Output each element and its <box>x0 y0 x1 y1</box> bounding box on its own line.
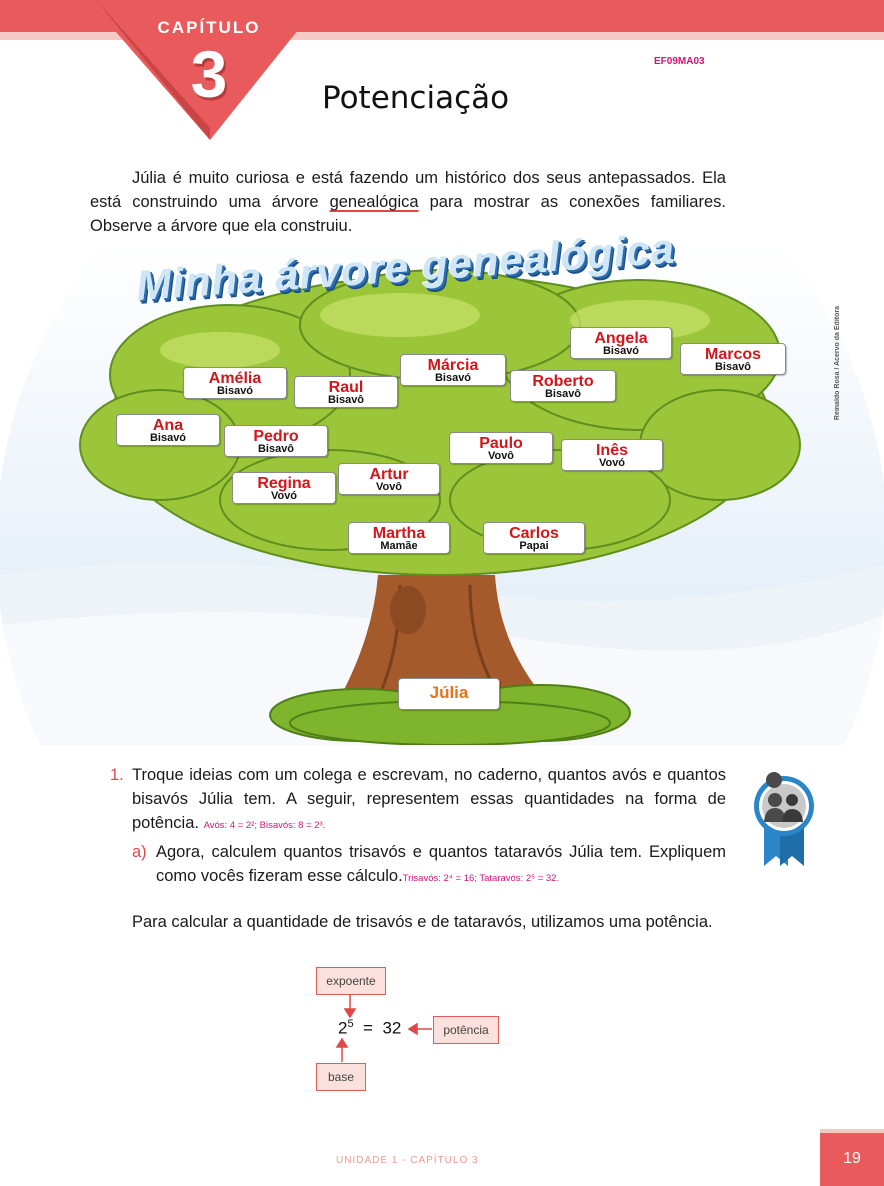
power-label: potência <box>433 1016 499 1044</box>
explanation-paragraph: Para calcular a quantidade de trisavós e… <box>132 913 713 931</box>
power-expression: 25 = 32 <box>338 1018 401 1039</box>
power-base: 2 <box>338 1018 348 1038</box>
subquestion-text: Agora, calculem quantos trisavós e quant… <box>156 843 726 885</box>
question-number: 1. <box>110 766 124 784</box>
intro-text-after: para mostrar as conexões familiares. Obs… <box>90 193 726 235</box>
member-card: Roberto Bisavô <box>510 370 616 402</box>
member-card: Pedro Bisavô <box>224 425 328 457</box>
power-result: 32 <box>382 1018 402 1038</box>
member-card: Inês Vovó <box>561 439 663 471</box>
member-card: Carlos Papai <box>483 522 585 554</box>
subquestion-letter: a) <box>132 843 147 861</box>
header-stripe <box>0 32 884 40</box>
subquestion-answer-note: Trisavós: 2⁴ = 16; Tataravós: 2⁵ = 32. <box>402 873 560 884</box>
member-card: Raul Bisavô <box>294 376 398 408</box>
equals-sign: = <box>363 1018 373 1038</box>
member-card: Paulo Vovô <box>449 432 553 464</box>
chapter-number: 3 <box>190 37 228 111</box>
page-title: Potenciação <box>322 80 510 116</box>
member-card: Regina Vovó <box>232 472 336 504</box>
child-card: Júlia <box>398 678 500 710</box>
group-activity-icon <box>754 772 814 866</box>
intro-paragraph: Júlia é muito curiosa e está fazendo um … <box>90 166 726 238</box>
family-tree-illustration <box>0 245 884 745</box>
page-box-stripe <box>820 1129 884 1134</box>
member-card: Martha Mamãe <box>348 522 450 554</box>
answer-note: Avós: 4 = 2²; Bisavós: 8 = 2³. <box>203 820 326 831</box>
power-exponent: 5 <box>347 1018 354 1030</box>
footer-text: UNIDADE 1 - CAPÍTULO 3 <box>336 1155 479 1166</box>
member-card: Artur Vovô <box>338 463 440 495</box>
member-card: Amélia Bisavó <box>183 367 287 399</box>
page-box <box>820 1133 884 1186</box>
base-label: base <box>316 1063 366 1091</box>
exponent-label: expoente <box>316 967 386 995</box>
member-card: Marcos Bisavô <box>680 343 786 375</box>
member-card: Angela Bisavó <box>570 327 672 359</box>
member-card: Márcia Bisavó <box>400 354 506 386</box>
member-card: Ana Bisavó <box>116 414 220 446</box>
page-number: 19 <box>843 1150 861 1167</box>
chapter-label: CAPÍTULO <box>157 18 261 37</box>
image-credit: Reinaldo Rosa / Acervo da Editora <box>834 306 841 421</box>
chapter-badge <box>88 0 322 140</box>
bncc-code: EF09MA03 <box>654 56 705 67</box>
intro-text-before: Júlia é muito curiosa e está fazendo um … <box>90 169 726 211</box>
question-text: Troque ideias com um colega e escrevam, … <box>132 766 726 832</box>
glossary-word[interactable]: genealógica <box>329 193 419 211</box>
